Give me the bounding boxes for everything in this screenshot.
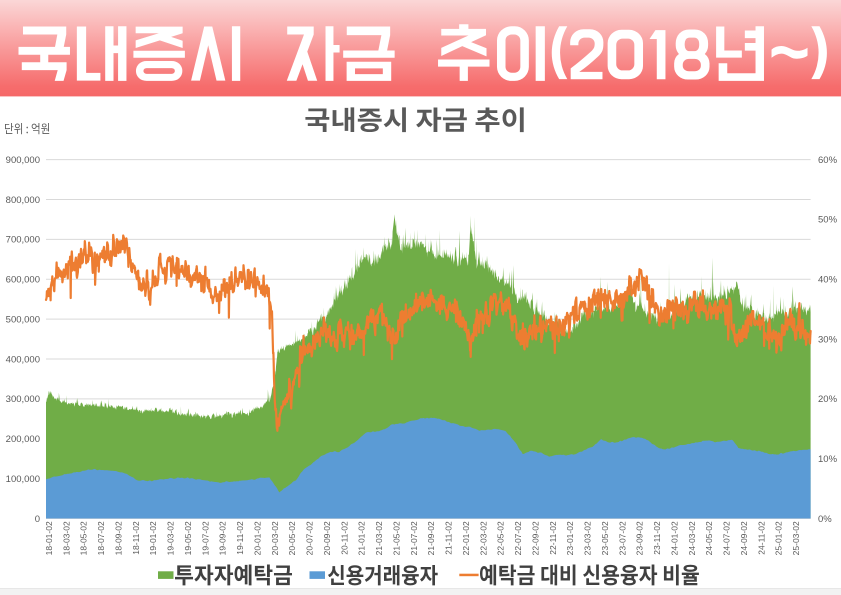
svg-text:20-07-02: 20-07-02 [305, 521, 315, 555]
svg-text:900,000: 900,000 [6, 155, 40, 166]
svg-text:24-03-02: 24-03-02 [687, 521, 697, 555]
svg-text:23-01-02: 23-01-02 [565, 521, 575, 555]
svg-text:100,000: 100,000 [6, 474, 40, 485]
svg-text:18-05-02: 18-05-02 [79, 521, 89, 555]
svg-text:24-07-02: 24-07-02 [722, 521, 732, 555]
svg-text:25-01-02: 25-01-02 [774, 521, 784, 555]
svg-text:22-05-02: 22-05-02 [496, 521, 506, 555]
svg-text:60%: 60% [818, 155, 838, 166]
svg-text:22-07-02: 22-07-02 [513, 521, 523, 555]
svg-text:23-05-02: 23-05-02 [600, 521, 610, 555]
svg-text:23-11-02: 23-11-02 [652, 521, 662, 555]
svg-text:20%: 20% [818, 394, 838, 405]
svg-text:24-09-02: 24-09-02 [739, 521, 749, 555]
svg-text:18-11-02: 18-11-02 [131, 521, 141, 555]
svg-text:23-09-02: 23-09-02 [635, 521, 645, 555]
svg-text:18-09-02: 18-09-02 [114, 521, 124, 555]
svg-text:21-01-02: 21-01-02 [357, 521, 367, 555]
svg-text:20-01-02: 20-01-02 [253, 521, 263, 555]
svg-text:19-03-02: 19-03-02 [166, 521, 176, 555]
svg-text:22-01-02: 22-01-02 [461, 521, 471, 555]
svg-text:19-11-02: 19-11-02 [235, 521, 245, 555]
svg-text:300,000: 300,000 [6, 394, 40, 405]
svg-text:20-03-02: 20-03-02 [270, 521, 280, 555]
svg-text:21-03-02: 21-03-02 [374, 521, 384, 555]
svg-text:40%: 40% [818, 275, 838, 286]
svg-text:19-09-02: 19-09-02 [218, 521, 228, 555]
svg-text:20-11-02: 20-11-02 [339, 521, 349, 555]
svg-text:21-05-02: 21-05-02 [391, 521, 401, 555]
svg-text:30%: 30% [818, 334, 838, 345]
svg-text:22-09-02: 22-09-02 [530, 521, 540, 555]
svg-text:10%: 10% [818, 454, 838, 465]
svg-text:700,000: 700,000 [6, 235, 40, 246]
svg-text:50%: 50% [818, 215, 838, 226]
svg-text:25-03-02: 25-03-02 [791, 521, 801, 555]
svg-text:800,000: 800,000 [6, 195, 40, 206]
svg-text:18-01-02: 18-01-02 [44, 521, 54, 555]
svg-text:22-11-02: 22-11-02 [548, 521, 558, 555]
svg-text:24-11-02: 24-11-02 [756, 521, 766, 555]
svg-text:500,000: 500,000 [6, 314, 40, 325]
svg-text:23-07-02: 23-07-02 [617, 521, 627, 555]
svg-text:0: 0 [35, 514, 40, 525]
svg-text:19-05-02: 19-05-02 [183, 521, 193, 555]
svg-text:200,000: 200,000 [6, 434, 40, 445]
svg-text:18-07-02: 18-07-02 [96, 521, 106, 555]
svg-text:21-09-02: 21-09-02 [426, 521, 436, 555]
svg-text:22-03-02: 22-03-02 [478, 521, 488, 555]
svg-text:24-05-02: 24-05-02 [704, 521, 714, 555]
svg-text:20-05-02: 20-05-02 [287, 521, 297, 555]
svg-text:21-11-02: 21-11-02 [444, 521, 454, 555]
svg-text:0%: 0% [818, 514, 832, 525]
svg-text:20-09-02: 20-09-02 [322, 521, 332, 555]
svg-text:19-01-02: 19-01-02 [148, 521, 158, 555]
svg-text:23-03-02: 23-03-02 [583, 521, 593, 555]
svg-text:600,000: 600,000 [6, 275, 40, 286]
svg-text:24-01-02: 24-01-02 [669, 521, 679, 555]
svg-text:19-07-02: 19-07-02 [200, 521, 210, 555]
svg-text:21-07-02: 21-07-02 [409, 521, 419, 555]
svg-text:18-03-02: 18-03-02 [61, 521, 71, 555]
svg-text:400,000: 400,000 [6, 354, 40, 365]
